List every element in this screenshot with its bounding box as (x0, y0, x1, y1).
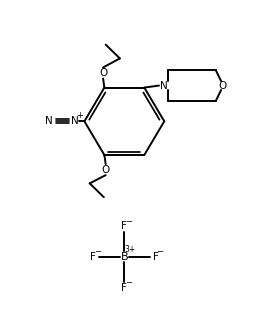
Text: −: − (125, 278, 133, 287)
Text: −: − (94, 247, 101, 256)
Text: B: B (120, 252, 128, 262)
Text: F: F (121, 221, 127, 231)
Text: F: F (153, 252, 159, 262)
Text: +: + (76, 111, 83, 120)
Text: N: N (71, 116, 78, 126)
Text: O: O (102, 165, 110, 174)
Text: N: N (160, 81, 168, 91)
Text: O: O (99, 68, 107, 78)
Text: F: F (90, 252, 96, 262)
Text: 3+: 3+ (124, 245, 136, 255)
Text: F: F (121, 283, 127, 293)
Text: O: O (219, 81, 227, 91)
Text: N: N (45, 116, 53, 126)
Text: −: − (156, 247, 163, 256)
Text: −: − (125, 217, 133, 226)
